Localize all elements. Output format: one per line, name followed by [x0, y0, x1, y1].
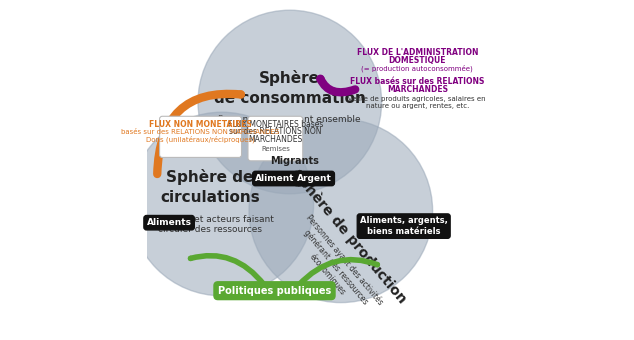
- Text: MARCHANDES: MARCHANDES: [249, 135, 302, 144]
- Text: Aliments: Aliments: [256, 174, 301, 183]
- Text: basés sur des RELATIONS NON MARCHANDES: basés sur des RELATIONS NON MARCHANDES: [121, 129, 280, 135]
- Text: Politiques publiques: Politiques publiques: [218, 286, 331, 296]
- Circle shape: [130, 112, 314, 296]
- Text: Migrants: Migrants: [271, 156, 320, 167]
- Text: vente de produits agricoles, salaires en: vente de produits agricoles, salaires en: [349, 96, 486, 102]
- Text: Personnes et acteurs faisant
circuler des ressources: Personnes et acteurs faisant circuler de…: [145, 215, 275, 234]
- Text: sur des RELATIONS NON: sur des RELATIONS NON: [230, 128, 322, 136]
- Text: Sphère: Sphère: [259, 70, 320, 86]
- Text: Sphère de: Sphère de: [166, 169, 254, 185]
- FancyArrowPatch shape: [191, 256, 264, 285]
- Text: Dons (unilatéraux/réciproques): Dons (unilatéraux/réciproques): [146, 136, 255, 143]
- Text: Remises: Remises: [261, 146, 290, 152]
- Text: (= production autoconsommée): (= production autoconsommée): [361, 64, 473, 72]
- Text: DOMESTIQUE: DOMESTIQUE: [389, 56, 446, 65]
- Text: de consommation: de consommation: [214, 91, 366, 106]
- Circle shape: [249, 119, 432, 303]
- Text: FLUX MONETAIRES basés: FLUX MONETAIRES basés: [228, 120, 323, 129]
- Text: Personnes ayant des activités
générant des ressources
économiques: Personnes ayant des activités générant d…: [287, 213, 385, 321]
- FancyArrowPatch shape: [157, 94, 241, 174]
- Text: Aliments, argents,
biens matériels: Aliments, argents, biens matériels: [359, 216, 448, 236]
- FancyArrowPatch shape: [299, 260, 377, 285]
- Text: Argent: Argent: [297, 174, 332, 183]
- FancyBboxPatch shape: [160, 116, 242, 157]
- Text: nature ou argent, rentes, etc.: nature ou argent, rentes, etc.: [366, 103, 469, 109]
- FancyArrowPatch shape: [320, 79, 355, 92]
- Text: FLUX DE L'ADMINISTRATION: FLUX DE L'ADMINISTRATION: [356, 48, 478, 57]
- Text: FLUX NON MONETAIRES: FLUX NON MONETAIRES: [149, 120, 252, 129]
- Text: circulations: circulations: [160, 190, 260, 205]
- Text: Personnes mangeant ensemble: Personnes mangeant ensemble: [219, 115, 361, 123]
- Text: Aliments: Aliments: [146, 218, 191, 227]
- Text: Sphère de production: Sphère de production: [289, 167, 410, 306]
- FancyBboxPatch shape: [248, 116, 302, 161]
- Circle shape: [198, 10, 382, 194]
- Text: FLUX basés sur des RELATIONS: FLUX basés sur des RELATIONS: [350, 77, 484, 86]
- Text: MARCHANDES: MARCHANDES: [387, 85, 448, 94]
